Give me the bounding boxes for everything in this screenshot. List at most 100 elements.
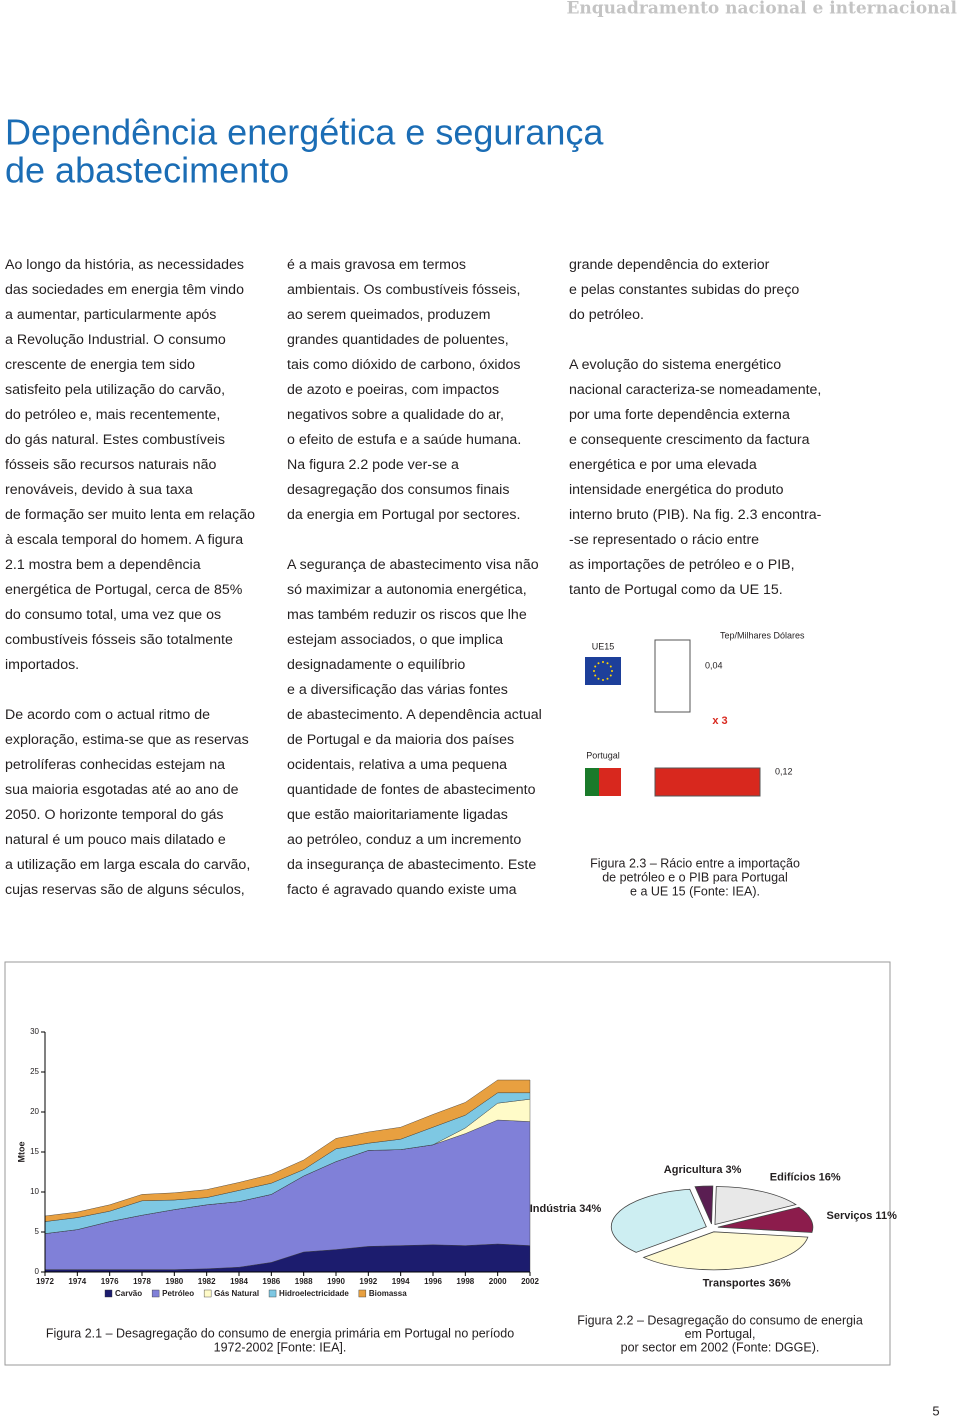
body-line: é a mais gravosa em termos [287,257,466,273]
body-line: facto é agravado quando existe uma [287,882,517,898]
body-line: fósseis são recursos naturais não [5,457,216,473]
flag-star [609,665,612,668]
x-tick-label: 2000 [489,1277,507,1286]
body-line: ao petróleo, conduz a um incremento [287,832,521,848]
y-tick-label: 20 [30,1107,39,1116]
figure-caption: Figura 2.3 – Rácio entre a importação [590,856,800,870]
x-tick-label: 2002 [521,1277,539,1286]
body-line: da insegurança de abastecimento. Este [287,857,536,873]
x-tick-label: 1976 [101,1277,119,1286]
y-tick-label: 25 [30,1067,39,1076]
x-tick-label: 1972 [36,1277,54,1286]
body-line: e pelas constantes subidas do preço [569,282,799,298]
body-line: satisfeito pela utilização do carvão, [5,382,225,398]
legend-label: Carvão [115,1289,142,1298]
figure-caption: Figura 2.1 – Desagregação do consumo de … [46,1326,514,1340]
x-tick-label: 1982 [198,1277,216,1286]
body-line: mas também reduzir os riscos que lhe [287,607,527,623]
body-line: ocidentais, relativa a uma pequena [287,757,507,773]
flag-star [609,674,612,677]
body-line: a utilização em larga escala do carvão, [5,857,250,873]
body-line: renováveis, devido à sua taxa [5,482,193,498]
slice-label: Agricultura 3% [664,1164,742,1176]
figure-caption: de petróleo e o PIB para Portugal [602,870,788,884]
body-line: cujas reservas são de alguns séculos, [5,882,245,898]
body-line: importados. [5,657,79,673]
body-line: energética de Portugal, cerca de 85% [5,582,243,598]
flag-star [606,677,609,680]
body-line: 2.1 mostra bem a dependência [5,557,201,573]
body-line: as importações de petróleo e o PIB, [569,557,795,573]
y-axis-label: Mtoe [16,1142,26,1163]
body-line: de azoto e poeiras, com impactos [287,382,499,398]
pie-slice [642,1231,809,1271]
body-line: intensidade energética do produto [569,482,784,498]
flag-star [597,662,600,665]
x-tick-label: 1998 [456,1277,474,1286]
body-line: por uma forte dependência externa [569,407,790,423]
body-line: ao serem queimados, produzem [287,307,490,323]
body-line: exploração, estima-se que as reservas [5,732,249,748]
page-number: 5 [932,1403,939,1418]
flag-star [611,670,613,672]
legend-swatch [151,1289,160,1298]
body-line: desagregação dos consumos finais [287,482,509,498]
body-line: A evolução do sistema energético [569,357,781,373]
body-line: e a diversificação das várias fontes [287,682,508,698]
body-line: à escala temporal do homem. A figura [5,532,243,548]
body-line: combustíveis fósseis são totalmente [5,632,233,648]
x-tick-label: 1980 [165,1277,183,1286]
body-line: do gás natural. Estes combustíveis [5,432,225,448]
legend-swatch [104,1289,113,1298]
running-title: Enquadramento nacional e internacional [566,0,957,19]
body-line: grande dependência do exterior [569,257,770,273]
slice-label: Serviços 11% [827,1210,898,1222]
body-line: só maximizar a autonomia energética, [287,582,527,598]
slice-label: Indústria 34% [530,1203,602,1215]
body-line: estejam associados, o que implica [287,632,503,648]
flag [585,768,599,796]
legend-swatch [358,1289,367,1298]
legend-swatch [203,1289,212,1298]
legend-swatch [268,1289,277,1298]
body-line: De acordo com o actual ritmo de [5,707,210,723]
body-line: e consequente crescimento da factura [569,432,810,448]
x-tick-label: 1978 [133,1277,151,1286]
page-title: de abastecimento [5,150,289,191]
body-line: nacional caracteriza-se nomeadamente, [569,382,821,398]
pie-slice [714,1186,797,1226]
body-line: A segurança de abastecimento visa não [287,557,539,573]
body-line: 2050. O horizonte temporal do gás [5,807,223,823]
body-line: energética e por uma elevada [569,457,757,473]
body-line: Ao longo da história, as necessidades [5,257,244,273]
body-line: o efeito de estufa e a saúde humana. [287,432,521,448]
body-line: designadamente o equilíbrio [287,657,465,673]
body-line: Na figura 2.2 pode ver-se a [287,457,459,473]
body-line: -se representado o rácio entre [569,532,759,548]
flag-star [594,674,597,677]
body-line: do consumo total, uma vez que os [5,607,221,623]
flag-star [602,679,604,681]
body-line: do petróleo. [569,307,644,323]
pie-slice [694,1185,714,1225]
body-line: das sociedades em energia têm vindo [5,282,244,298]
y-tick-label: 10 [30,1187,39,1196]
legend-label: Hidroelectricidade [279,1289,349,1298]
body-line: a Revolução Industrial. O consumo [5,332,226,348]
figure-caption: e a UE 15 (Fonte: IEA). [630,884,760,898]
body-line: quantidade de fontes de abastecimento [287,782,536,798]
category-label: Portugal [586,750,620,760]
body-line: de Portugal e da maioria dos países [287,732,514,748]
slice-label: Edifícios 16% [770,1171,841,1183]
legend-label: Biomassa [369,1289,407,1298]
area [44,1079,531,1222]
value-label: 0,04 [705,660,723,670]
body-line: de abastecimento. A dependência actual [287,707,542,723]
flag-star [597,677,600,680]
x-tick-label: 1974 [68,1277,86,1286]
body-line: a aumentar, particularmente após [5,307,216,323]
body-line: sua maioria esgotadas até ao ano de [5,782,239,798]
x-tick-label: 1986 [262,1277,280,1286]
y-tick-label: 0 [35,1267,40,1276]
